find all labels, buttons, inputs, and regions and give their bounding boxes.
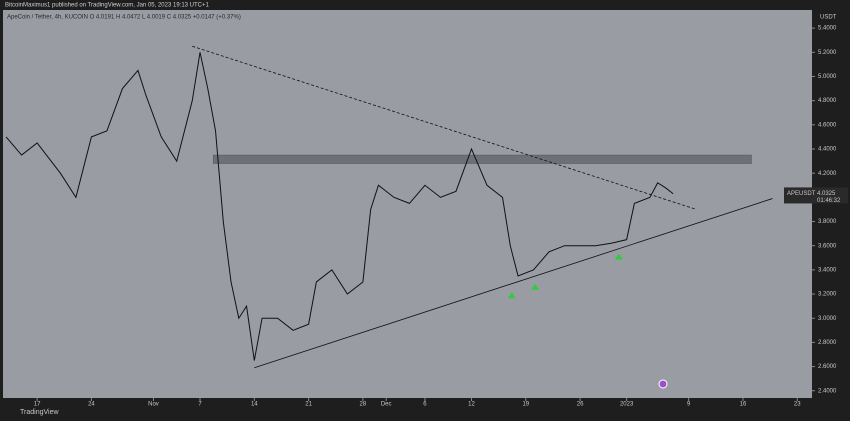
support-marker xyxy=(507,292,516,299)
currency: USDT xyxy=(820,15,837,21)
y-tick-label: 5.2000 xyxy=(818,50,837,56)
y-tick-label: 3.4000 xyxy=(818,267,837,273)
y-tick-label: 4.2000 xyxy=(818,171,837,177)
x-tick-label: 19 xyxy=(522,402,529,408)
x-tick-label: 21 xyxy=(305,402,312,408)
x-tick-label: 6 xyxy=(423,402,427,408)
x-tick-label: 12 xyxy=(468,402,475,408)
countdown: 01:46:32 xyxy=(817,198,841,204)
y-tick-label: 3.2000 xyxy=(818,292,837,298)
y-tick-label: 3.8000 xyxy=(818,219,837,225)
trendline xyxy=(254,198,773,369)
symbol-line: ApeCoin / Tether, 4h, KUCOIN O 4.0191 H … xyxy=(7,15,241,21)
brand[interactable]: TradingView xyxy=(20,409,59,416)
last-price: 4.0325 xyxy=(817,191,836,197)
x-tick-label: 9 xyxy=(687,402,691,408)
x-tick-label: 26 xyxy=(577,402,584,408)
y-tick-label: 3.0000 xyxy=(818,316,837,322)
publisher: BitcoinMaximus1 published on TradingView… xyxy=(5,3,210,9)
x-tick-label: 7 xyxy=(198,402,202,408)
y-tick-label: 2.6000 xyxy=(818,364,837,370)
x-tick-label: 23 xyxy=(794,402,801,408)
y-tick-label: 2.8000 xyxy=(818,340,837,346)
y-tick-label: 3.6000 xyxy=(818,243,837,249)
x-tick-label: 2023 xyxy=(620,402,634,408)
price-line xyxy=(5,52,674,361)
x-tick-label: 17 xyxy=(34,402,41,408)
y-tick-label: 5.0000 xyxy=(818,74,837,80)
event-icon[interactable] xyxy=(658,379,668,389)
trendline xyxy=(192,45,697,210)
y-tick-label: 5.4000 xyxy=(818,26,837,32)
x-tick-label: Dec xyxy=(381,402,392,408)
price-label-box xyxy=(784,187,848,204)
support-marker xyxy=(531,283,540,290)
x-tick-label: 14 xyxy=(251,402,258,408)
x-tick-label: 28 xyxy=(360,402,367,408)
y-tick-label: 2.4000 xyxy=(818,388,837,394)
x-tick-label: 16 xyxy=(740,402,747,408)
y-tick-label: 4.4000 xyxy=(818,147,837,153)
series-name: APEUSDT xyxy=(787,191,816,197)
y-tick-label: 4.6000 xyxy=(818,122,837,128)
resistance-zone xyxy=(212,154,752,164)
x-tick-label: Nov xyxy=(148,402,159,408)
y-tick-label: 4.8000 xyxy=(818,98,837,104)
x-tick-label: 24 xyxy=(88,402,95,408)
plot-area xyxy=(3,10,812,398)
support-marker xyxy=(614,253,623,260)
